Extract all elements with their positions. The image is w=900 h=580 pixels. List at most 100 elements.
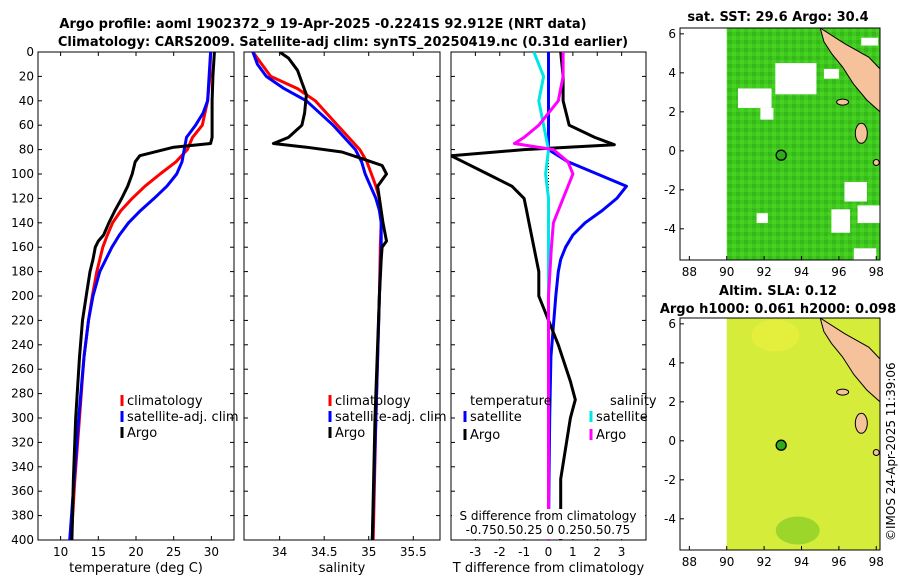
- depth-tick-label: 0: [26, 45, 34, 59]
- difference-xtick-label: 1: [569, 545, 577, 559]
- depth-tick-label: 40: [19, 94, 34, 108]
- legend-difference: temperature salinitysatelliteArgosatellit…: [452, 394, 657, 539]
- depth-tick-label: 300: [11, 411, 34, 425]
- legend-diff-t-argo: Argo: [470, 428, 500, 443]
- sst_map-xtick-label: 96: [831, 265, 846, 279]
- sla_map-xtick-label: 92: [756, 555, 771, 569]
- difference-series-s-argo: [512, 52, 575, 540]
- sst_map-xtick-label: 98: [869, 265, 884, 279]
- salinity-xtick-label: 35.5: [400, 545, 427, 559]
- sst-cloud-gap: [857, 205, 880, 223]
- difference-xtick-label: -2: [494, 545, 506, 559]
- sla_map-xtick-label: 96: [831, 555, 846, 569]
- depth-tick-label: 120: [11, 191, 34, 205]
- salinity-axes-frame: [243, 51, 441, 541]
- sla_map-xtick-label: 90: [719, 555, 734, 569]
- sdiff-axis-label: S difference from climatology: [460, 509, 637, 523]
- depth-tick-label: 20: [19, 69, 34, 83]
- temperature-xlabel: temperature (deg C): [69, 561, 203, 576]
- figure-title-line2: Climatology: CARS2009. Satellite-adj cli…: [58, 35, 628, 50]
- sla_map-ytick-label: 4: [668, 356, 676, 370]
- sst-cloud-gap: [760, 107, 774, 120]
- difference-series: [451, 52, 628, 540]
- sla-low-patch: [775, 516, 820, 545]
- depth-tick-label: 200: [11, 289, 34, 303]
- legend-diff-t-satellite: satellite: [470, 410, 522, 425]
- depth-tick-label: 320: [11, 435, 34, 449]
- sla_map-ytick-label: 0: [668, 434, 676, 448]
- sla_map-ytick-label: 6: [668, 317, 676, 331]
- salinity-xtick-label: 35: [361, 545, 376, 559]
- legend-temperature-1: satellite-adj. clim: [127, 410, 239, 425]
- salinity-xtick-label: 34: [272, 545, 287, 559]
- salinity-series: [251, 52, 388, 540]
- sst_map-ytick-label: 0: [668, 144, 676, 158]
- legend-temperature-2: Argo: [127, 426, 157, 441]
- legend-salinity-1: satellite-adj. clim: [335, 410, 447, 425]
- sst_map-ytick-label: -4: [664, 222, 676, 236]
- temperature-xtick-label: 25: [166, 545, 181, 559]
- difference-xtick-label: -1: [518, 545, 530, 559]
- depth-tick-label: 260: [11, 362, 34, 376]
- salinity-xtick-label: 34.5: [311, 545, 338, 559]
- depth-tick-label: 180: [11, 265, 34, 279]
- panel-salinity: 34 34.5 35 35.5 salinity: [243, 51, 441, 576]
- sla_map-ytick-label: -4: [664, 512, 676, 526]
- sst_map-field: [726, 28, 880, 260]
- sst-map-title: sat. SST: 29.6 Argo: 30.4: [687, 10, 868, 25]
- sst-cloud-gap: [756, 213, 768, 223]
- legend-diff-salinity-title: salinity: [610, 394, 657, 409]
- panel-sla_map: 88 90 92 94 96 98 6 4 2 0 -2 -4: [664, 317, 884, 569]
- temperature-axes-frame: [37, 51, 235, 541]
- temperature-series: [68, 52, 216, 540]
- land-nias-island: [854, 412, 868, 434]
- sst-cloud-gap: [831, 209, 851, 233]
- land-nias-island: [854, 122, 868, 144]
- depth-tick-label: 100: [11, 167, 34, 181]
- sst_map-ytick-label: 4: [668, 66, 676, 80]
- sla-map-title-line1: Altim. SLA: 0.12: [719, 284, 837, 299]
- sst-cloud-gap: [844, 182, 867, 202]
- depth-tick-label: 140: [11, 216, 34, 230]
- imos-timestamp: ©IMOS 24-Apr-2025 11:39:06: [884, 362, 898, 541]
- panel-temperature: 0 20 40 60 80 100 120 140 160 180 200 220 240 260 280 3…: [11, 45, 235, 576]
- sst-cloud-gap: [861, 37, 879, 46]
- sla_map-xtick-label: 94: [794, 555, 809, 569]
- temperature-xtick-label: 30: [204, 545, 219, 559]
- sst_map-ytick-label: -2: [664, 183, 676, 197]
- sst_map-xtick-label: 88: [682, 265, 697, 279]
- land-batu-island: [872, 449, 880, 457]
- sst_map-ytick-label: 2: [668, 105, 676, 119]
- depth-tick-label: 240: [11, 338, 34, 352]
- panel-sst_map: 88 90 92 94 96 98 6 4 2 0 -2 -4: [664, 27, 884, 279]
- sst_map-xtick-label: 90: [719, 265, 734, 279]
- depth-tick-label: 220: [11, 313, 34, 327]
- salinity-xlabel: salinity: [319, 561, 366, 576]
- legend-salinity-2: Argo: [335, 426, 365, 441]
- sla_map-ytick-label: -2: [664, 473, 676, 487]
- sla_map-ytick-label: 2: [668, 395, 676, 409]
- land-simeulue-island: [836, 388, 850, 396]
- panel-difference: -3 -2 -1 0 1 2 3 T difference from climatology: [450, 51, 647, 576]
- sst-cloud-gap: [737, 88, 772, 108]
- salinity-series-argo: [271, 52, 388, 540]
- difference-xtick-label: 2: [593, 545, 601, 559]
- legend-diff-temperature-title: temperature: [470, 394, 552, 409]
- sla-high-patch: [751, 319, 800, 352]
- sst-cloud-gap: [853, 248, 877, 260]
- sst-cloud-gap: [775, 63, 817, 95]
- depth-tick-label: 360: [11, 484, 34, 498]
- sdiff-annotation-bg: [452, 509, 645, 539]
- difference-xtick-label: -3: [469, 545, 481, 559]
- depth-tick-label: 80: [19, 143, 34, 157]
- temperature-series-satellite-adj-clim: [68, 52, 213, 540]
- argo-position-marker: [775, 439, 787, 451]
- land-simeulue-island: [836, 98, 850, 106]
- land-sumatra: [819, 28, 880, 113]
- sla_map-field: [726, 318, 880, 550]
- land-sumatra: [819, 318, 880, 403]
- temperature-xtick-label: 15: [91, 545, 106, 559]
